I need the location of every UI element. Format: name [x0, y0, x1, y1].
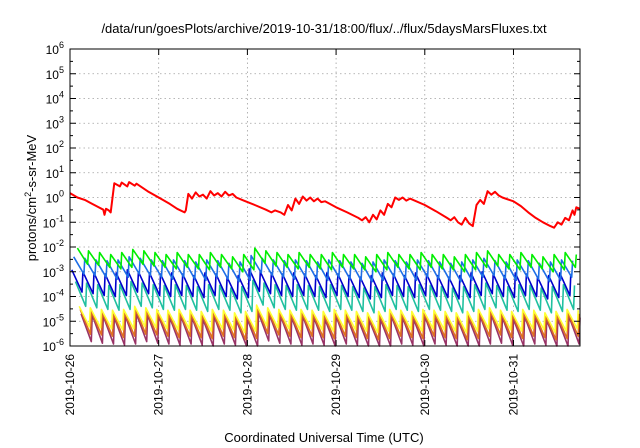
y-tick-label: 101: [46, 164, 64, 181]
y-tick-label: 103: [46, 114, 64, 131]
x-tick-label: 2019-10-28: [240, 354, 254, 416]
y-tick-label-base: 10: [43, 266, 57, 280]
y-tick-label-base: 10: [43, 291, 57, 305]
y-tick-label: 10-2: [43, 238, 64, 255]
y-axis-label-base: protons/cm: [24, 197, 39, 261]
y-tick-label-exponent: 3: [59, 114, 64, 124]
series-line: [76, 247, 578, 273]
chart-title: /data/run/goesPlots/archive/2019-10-31/1…: [101, 21, 547, 36]
y-tick-label-base: 10: [46, 117, 60, 131]
y-tick-label-exponent: 4: [59, 90, 64, 100]
x-tick-label: 2019-10-30: [418, 354, 432, 416]
y-tick-label: 10-6: [43, 337, 64, 354]
y-tick-label-base: 10: [46, 68, 60, 82]
y-tick-label: 10-1: [43, 213, 64, 230]
y-tick-label-exponent: -3: [56, 263, 64, 273]
y-tick-label-base: 10: [43, 340, 57, 354]
y-tick-label-exponent: -1: [56, 213, 64, 223]
y-axis-label-rest: -s-sr-MeV: [24, 134, 39, 191]
y-tick-label-base: 10: [46, 93, 60, 107]
x-axis-label: Coordinated Universal Time (UTC): [224, 430, 423, 445]
y-tick-label-base: 10: [46, 142, 60, 156]
x-tick-label: 2019-10-29: [329, 354, 343, 416]
x-axis-ticks: 2019-10-26 2019-10-27 2019-10-28 2019-10-29…: [63, 49, 520, 415]
x-tick-label: 2019-10-26: [63, 354, 77, 416]
y-tick-label-exponent: 6: [59, 40, 64, 50]
y-tick-label-base: 10: [46, 192, 60, 206]
y-axis-ticks: 10-610-510-410-310-210-11001011021031041…: [43, 40, 580, 354]
y-tick-label-exponent: 0: [59, 189, 64, 199]
y-tick-label-exponent: -6: [56, 337, 64, 347]
series-line: [71, 268, 572, 300]
y-axis-label-superscript: 2: [23, 192, 33, 197]
series-line: [79, 307, 580, 341]
y-tick-label: 100: [46, 189, 64, 206]
y-tick-label-exponent: 1: [59, 164, 64, 174]
y-tick-label-base: 10: [43, 315, 57, 329]
y-tick-label-base: 10: [43, 241, 57, 255]
y-tick-label-exponent: -5: [56, 312, 64, 322]
series-lines: [69, 181, 581, 347]
y-axis-label: protons/cm2-s-sr-MeV: [23, 134, 39, 261]
y-tick-label-base: 10: [46, 43, 60, 57]
y-tick-label: 102: [46, 139, 64, 156]
y-tick-label: 106: [46, 40, 64, 57]
y-tick-label: 105: [46, 65, 64, 82]
y-tick-label-exponent: 5: [59, 65, 64, 75]
series-line: [78, 304, 579, 334]
series-line: [73, 254, 574, 283]
y-tick-label: 104: [46, 90, 64, 107]
x-tick-label: 2019-10-27: [152, 354, 166, 416]
series-line: [74, 279, 576, 314]
y-tick-label: 10-3: [43, 263, 64, 280]
y-tick-label: 10-4: [43, 288, 64, 305]
x-tick-label: 2019-10-31: [506, 354, 520, 416]
y-tick-label-base: 10: [43, 216, 57, 230]
y-tick-label-exponent: -2: [56, 238, 64, 248]
y-tick-label-base: 10: [46, 167, 60, 181]
y-tick-label-exponent: -4: [56, 288, 64, 298]
y-tick-label-exponent: 2: [59, 139, 64, 149]
y-tick-label: 10-5: [43, 312, 64, 329]
series-line: [69, 181, 581, 229]
